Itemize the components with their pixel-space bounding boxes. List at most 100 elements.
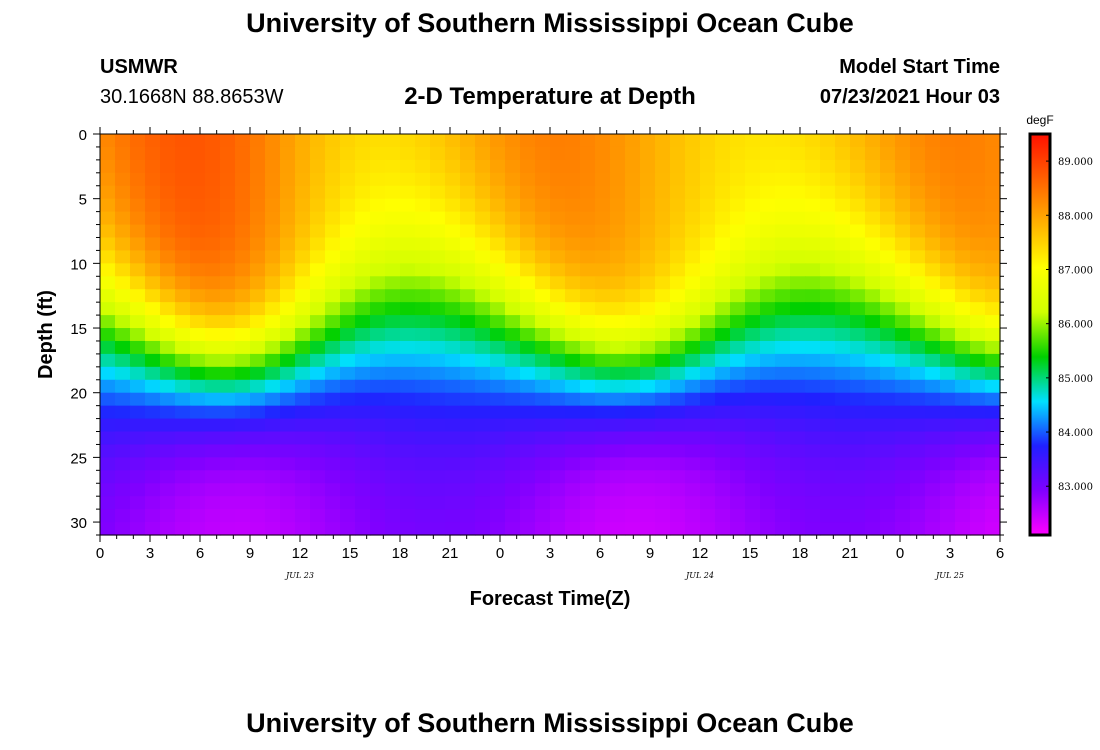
heatmap-cell	[685, 496, 701, 510]
heatmap-cell	[940, 276, 956, 290]
heatmap-cell	[955, 405, 971, 420]
heatmap-cell	[220, 366, 236, 381]
heatmap-cell	[100, 509, 116, 523]
heatmap-cell	[175, 496, 191, 510]
heatmap-cell	[310, 353, 326, 368]
heatmap-cell	[625, 250, 641, 264]
heatmap-cell	[445, 379, 461, 394]
heatmap-cell	[355, 159, 371, 174]
heatmap-cell	[970, 496, 986, 510]
heatmap-cell	[820, 224, 836, 239]
heatmap-cell	[235, 224, 251, 239]
heatmap-cell	[130, 418, 146, 433]
heatmap-cell	[640, 134, 656, 148]
heatmap-cell	[580, 185, 596, 200]
heatmap-cell	[535, 509, 551, 523]
heatmap-cell	[340, 172, 356, 187]
heatmap-cell	[925, 185, 941, 200]
heatmap-cell	[985, 146, 1001, 161]
heatmap-cell	[925, 522, 941, 536]
heatmap-cell	[145, 146, 161, 161]
heatmap-cell	[715, 470, 731, 484]
heatmap-cell	[685, 328, 701, 342]
heatmap-cell	[190, 289, 206, 303]
heatmap-cell	[970, 328, 986, 342]
x-date-label: JUL 25	[934, 571, 964, 580]
heatmap-cell	[895, 250, 911, 264]
heatmap-cell	[775, 211, 791, 226]
heatmap-cell	[850, 418, 866, 433]
heatmap-cell	[730, 159, 746, 174]
heatmap-cell	[700, 328, 716, 342]
heatmap-cell	[325, 211, 341, 226]
heatmap-cell	[490, 405, 506, 420]
heatmap-cell	[550, 211, 566, 226]
heatmap-cell	[385, 379, 401, 394]
heatmap-cell	[355, 444, 371, 458]
heatmap-cell	[385, 444, 401, 458]
heatmap-cell	[175, 276, 191, 290]
heatmap-cell	[535, 250, 551, 264]
heatmap-cell	[595, 418, 611, 433]
heatmap-cell	[385, 134, 401, 148]
heatmap-cell	[745, 250, 761, 264]
station-coordinates: 30.1668N 88.8653W	[100, 86, 284, 108]
heatmap-cell	[130, 224, 146, 239]
heatmap-cell	[100, 392, 116, 407]
heatmap-cell	[280, 366, 296, 381]
heatmap-cell	[205, 405, 221, 420]
heatmap-cell	[250, 172, 266, 187]
heatmap-cell	[370, 379, 386, 394]
heatmap-cell	[310, 392, 326, 407]
heatmap-cell	[370, 198, 386, 213]
heatmap-cell	[745, 302, 761, 316]
heatmap-cell	[715, 483, 731, 497]
heatmap-cell	[595, 496, 611, 510]
heatmap-cell	[325, 379, 341, 394]
heatmap-cell	[640, 418, 656, 433]
heatmap-cell	[970, 366, 986, 381]
heatmap-cell	[325, 496, 341, 510]
heatmap-cell	[340, 483, 356, 497]
heatmap-cell	[205, 470, 221, 484]
heatmap-cell	[670, 211, 686, 226]
heatmap-cell	[265, 418, 281, 433]
heatmap-cell	[955, 418, 971, 433]
heatmap-cell	[205, 134, 221, 148]
colorbar-tick-label: 89.000	[1058, 157, 1093, 168]
heatmap-cell	[985, 366, 1001, 381]
heatmap-cell	[355, 353, 371, 368]
heatmap-cell	[280, 431, 296, 446]
heatmap-cell	[280, 146, 296, 161]
heatmap-cell	[460, 392, 476, 407]
heatmap-cell	[925, 483, 941, 497]
heatmap-cell	[895, 431, 911, 446]
heatmap-cell	[580, 431, 596, 446]
heatmap-cell	[445, 185, 461, 200]
heatmap-cell	[955, 289, 971, 303]
heatmap-cell	[265, 353, 281, 368]
heatmap-cell	[850, 172, 866, 187]
heatmap-cell	[985, 392, 1001, 407]
heatmap-cell	[220, 392, 236, 407]
heatmap-cell	[280, 405, 296, 420]
heatmap-cell	[655, 379, 671, 394]
heatmap-cell	[955, 340, 971, 355]
heatmap-cell	[820, 289, 836, 303]
heatmap-cell	[820, 198, 836, 213]
heatmap-cell	[550, 224, 566, 239]
heatmap-cell	[520, 418, 536, 433]
heatmap-cell	[685, 185, 701, 200]
heatmap-cell	[235, 198, 251, 213]
heatmap-cell	[115, 315, 131, 329]
heatmap-cell	[580, 392, 596, 407]
heatmap-cell	[775, 353, 791, 368]
heatmap-cell	[805, 328, 821, 342]
heatmap-cell	[880, 483, 896, 497]
heatmap-cell	[745, 379, 761, 394]
heatmap-cell	[205, 496, 221, 510]
heatmap-cell	[175, 172, 191, 187]
heatmap-cell	[220, 172, 236, 187]
heatmap-cell	[955, 185, 971, 200]
